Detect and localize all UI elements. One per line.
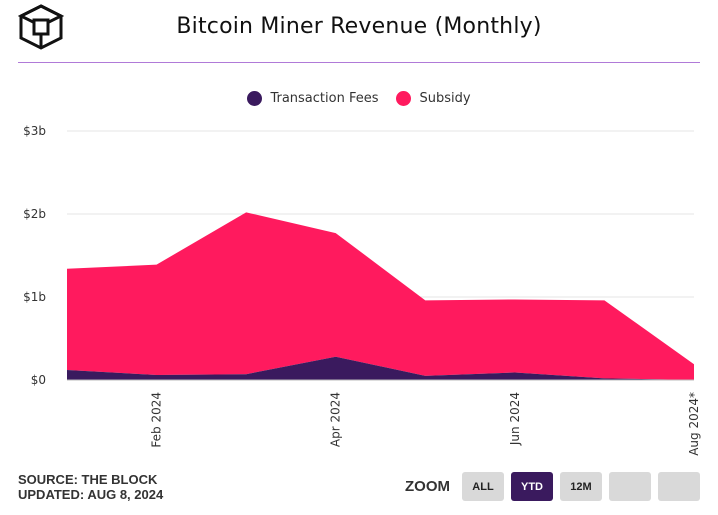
legend-label-subsidy: Subsidy [419,91,471,106]
zoom-all-button[interactable]: ALL [462,472,504,501]
updated-text: UPDATED: AUG 8, 2024 [18,487,164,502]
zoom-extra-button-1[interactable] [609,472,651,501]
zoom-label: ZOOM [405,478,450,495]
header-divider [18,62,700,63]
legend-swatch-transaction-fees [247,91,263,106]
zoom-controls: ZOOM ALL YTD 12M [405,472,707,501]
y-tick-label: $1b [23,290,46,304]
zoom-12m-button[interactable]: 12M [560,472,602,501]
x-tick-label: Jun 2024 [508,392,522,446]
y-tick-label: $3b [23,124,46,138]
legend-item-subsidy[interactable]: Subsidy [396,91,471,106]
legend-label-transaction-fees: Transaction Fees [270,91,379,106]
series-area-transaction-fees [67,356,694,380]
area-chart: $0 $1b $2b $3b Feb 2024 Apr 2024 Jun 2024 Aug 2… [23,124,701,456]
y-tick-label: $0 [31,373,46,387]
x-tick-label: Apr 2024 [329,392,343,447]
legend-swatch-subsidy [396,91,412,106]
header: Bitcoin Miner Revenue (Monthly) [0,0,718,62]
series-area-subsidy [67,212,694,380]
x-tick-label: Feb 2024 [150,392,164,448]
source-text: SOURCE: THE BLOCK [18,472,158,487]
legend-item-transaction-fees[interactable]: Transaction Fees [247,91,378,106]
chart-title: Bitcoin Miner Revenue (Monthly) [176,14,542,39]
x-tick-label: Aug 2024* [687,392,701,456]
y-tick-label: $2b [23,207,46,221]
legend: Transaction Fees Subsidy [0,91,718,106]
zoom-ytd-button[interactable]: YTD [511,472,553,501]
zoom-extra-button-2[interactable] [658,472,700,501]
the-block-logo-icon[interactable] [18,4,64,50]
source-block: SOURCE: THE BLOCK UPDATED: AUG 8, 2024 [18,472,163,502]
